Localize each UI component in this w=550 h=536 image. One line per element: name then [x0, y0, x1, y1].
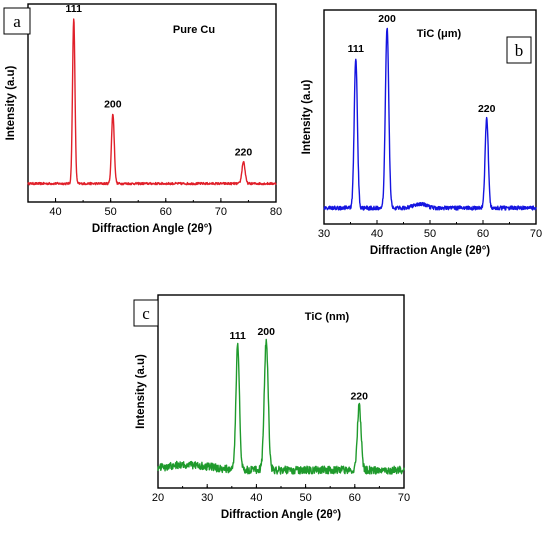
y-axis-title: Intensity (a.u) [5, 65, 17, 140]
panel-label-box [3, 7, 31, 35]
peak-label: 220 [350, 391, 368, 403]
x-tick-label: 30 [318, 228, 330, 240]
series-line [323, 27, 537, 211]
x-tick-label: 50 [105, 206, 117, 218]
x-tick-label: 40 [250, 492, 262, 504]
peak-label: 111 [66, 3, 83, 15]
x-tick-label: 60 [477, 228, 489, 240]
x-tick-label: 30 [201, 492, 213, 504]
peak-label: 220 [235, 147, 253, 159]
peak-label: 200 [257, 326, 275, 338]
panel-label-box [133, 299, 159, 327]
x-tick-label: 60 [349, 492, 361, 504]
chart-c: 20 30 40 50 60 70 111 200 220 TiC (nm) Diffraction… [133, 294, 410, 521]
peak-label: 111 [230, 330, 247, 342]
series-line [27, 18, 277, 186]
chart-title: Pure Cu [173, 24, 215, 36]
x-axis-title: Diffraction Angle (2θ°) [221, 509, 341, 521]
x-tick-label: 20 [152, 492, 164, 504]
panel-label: a [13, 12, 21, 31]
x-tick-label: 70 [215, 206, 227, 218]
chart-b: 30 40 50 60 70 111 200 220 TiC (μm) Diffraction A… [301, 9, 542, 257]
x-axis-title: Diffraction Angle (2θ°) [370, 245, 490, 257]
x-tick-label: 80 [270, 206, 282, 218]
x-tick-label: 40 [49, 206, 61, 218]
x-tick-label: 50 [299, 492, 311, 504]
y-axis-title: Intensity (a.u) [135, 354, 147, 429]
x-tick-label: 40 [371, 228, 383, 240]
series-line [157, 338, 405, 475]
chart-title: TiC (nm) [305, 311, 350, 323]
panel-label: b [515, 41, 524, 60]
x-axis-title: Diffraction Angle (2θ°) [92, 223, 212, 235]
peak-label: 200 [378, 13, 396, 25]
x-tick-label: 70 [530, 228, 542, 240]
x-tick-label: 50 [424, 228, 436, 240]
peak-label: 220 [478, 103, 496, 115]
y-axis-title: Intensity (a.u) [301, 79, 313, 154]
peak-label: 111 [348, 43, 365, 55]
panel-label-box [506, 36, 532, 64]
panel-label: c [142, 304, 150, 323]
x-tick-label: 60 [160, 206, 172, 218]
peak-label: 200 [104, 99, 122, 111]
plot-frame [27, 3, 277, 203]
x-tick-label: 70 [398, 492, 410, 504]
chart-a: 40 50 60 70 80 111 200 220 Pure Cu Diffraction An… [3, 3, 282, 235]
chart-title: TiC (μm) [417, 28, 462, 40]
